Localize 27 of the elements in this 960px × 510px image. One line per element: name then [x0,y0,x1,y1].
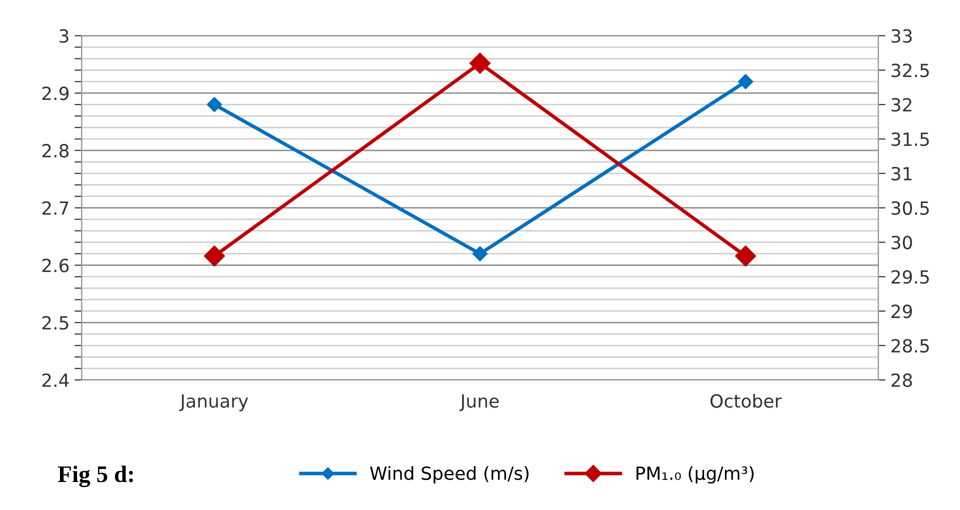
x-tick-label: June [459,394,499,412]
y2-tick-label: 32 [892,98,912,112]
y2-tick-label: 33 [892,29,912,43]
y2-tick-label: 29.5 [892,270,929,284]
legend-label: PM₁.₀ (µg/m³) [636,466,754,484]
point [472,246,488,262]
y-tick-label: 2.8 [42,144,69,158]
y-tick-label: 2.4 [42,373,69,387]
y2-tick-label: 30.5 [892,201,929,215]
point [738,74,754,90]
y-tick-label: 2.5 [42,316,68,330]
y2-tick-label: 31 [892,166,912,181]
y2-tick-label: 29 [892,304,912,318]
point [206,96,222,112]
y2-tick-label: 31.5 [892,132,929,146]
x-tick-label: January [179,394,248,412]
y2-tick-label: 28 [892,373,912,388]
y-tick-label: 3 [60,29,68,43]
y2-tick-label: 30 [892,236,912,250]
x-tick-label: October [710,394,782,408]
legend-label: Wind Speed (m/s) [370,466,529,484]
y-tick-label: 2.6 [42,258,69,272]
caption: Fig 5 d: [58,466,133,488]
y2-tick-label: 28.5 [892,338,929,353]
y-tick-label: 2.9 [42,86,69,100]
y-tick-label: 2.7 [42,201,68,215]
y2-tick-label: 32.5 [892,64,929,78]
